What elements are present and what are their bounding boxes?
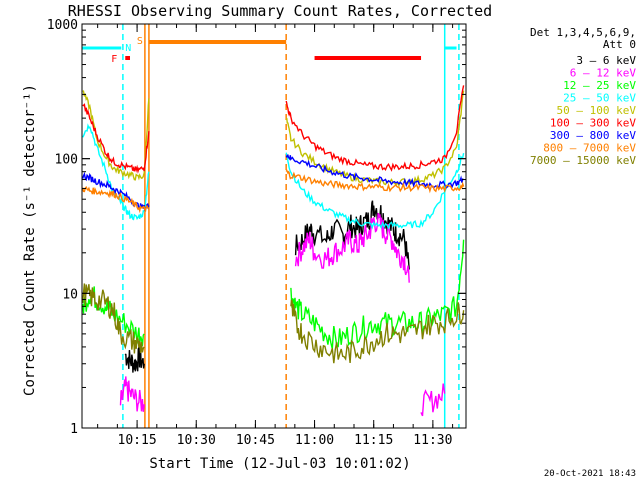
- y-tick-label: 1: [70, 422, 78, 437]
- x-tick-label: 10:45: [236, 433, 275, 448]
- x-tick-label: 11:00: [295, 433, 334, 448]
- series-line-7: [82, 186, 150, 214]
- flag-label-n: N: [125, 43, 131, 54]
- x-tick-label: 10:15: [118, 433, 157, 448]
- series-line-5: [285, 85, 465, 172]
- flag-label-s: S: [137, 36, 143, 47]
- plot-frame: [81, 23, 467, 429]
- series-line-7: [285, 168, 465, 194]
- series-line-8: [82, 283, 145, 354]
- legend-header-line: Det 1,3,4,5,6,9,: [530, 26, 636, 39]
- series-line-6: [82, 171, 150, 212]
- x-tick-label: 10:30: [177, 433, 216, 448]
- series-line-1: [294, 212, 410, 283]
- series-line-4: [285, 90, 465, 188]
- y-tick-label: 1000: [47, 18, 78, 33]
- plot-area: NF S: [82, 24, 465, 428]
- legend-entry: 6 — 12 keV: [570, 67, 637, 80]
- series-line-1: [119, 376, 145, 412]
- series-line-2: [290, 239, 465, 350]
- legend-entry: 12 — 25 keV: [563, 79, 636, 92]
- legend-entry: 3 — 6 keV: [576, 54, 636, 67]
- x-tick-label: 11:15: [354, 433, 393, 448]
- chart-title: RHESSI Observing Summary Count Rates, Co…: [68, 2, 492, 20]
- series-line-8: [290, 299, 465, 364]
- legend-entry: 7000 — 15000 keV: [530, 154, 636, 167]
- series-line-1: [420, 383, 446, 417]
- legend-entry: 100 — 300 keV: [550, 117, 636, 130]
- series-line-3: [82, 123, 150, 221]
- legend-entry: 25 — 50 keV: [563, 92, 636, 105]
- legend-header-line: Att 0: [603, 38, 636, 51]
- series-line-5: [82, 103, 150, 174]
- legend-entry: 800 — 7000 keV: [543, 142, 636, 155]
- series-line-4: [82, 90, 150, 181]
- legend-entry: 50 — 100 keV: [557, 104, 637, 117]
- flag-label-f: F: [111, 54, 117, 65]
- axes: 1 10 100 1000 10:15 10:30 10:45 11:00 11:15 11:30: [47, 18, 467, 448]
- y-tick-label: 100: [55, 153, 78, 168]
- x-axis-label: Start Time (12-Jul-03 10:01:02): [149, 456, 410, 472]
- series-line-3: [285, 152, 465, 230]
- y-tick-label: 10: [62, 287, 78, 302]
- legend-entry: 300 — 800 keV: [550, 129, 636, 142]
- y-axis-label: Corrected Count Rate (s⁻¹ detector⁻¹): [22, 84, 38, 396]
- x-tick-label: 11:30: [413, 433, 452, 448]
- series-line-0: [124, 347, 145, 373]
- footer-date: 20-Oct-2021 18:43: [544, 469, 636, 479]
